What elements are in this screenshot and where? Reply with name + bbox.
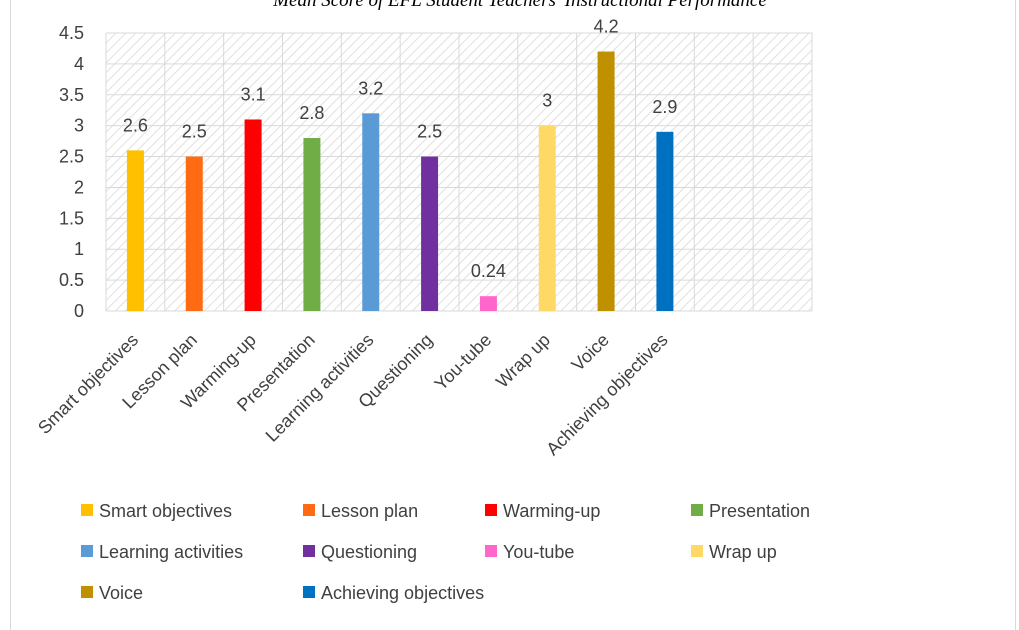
data-label: 2.8 [299,103,324,123]
legend-item: Lesson plan [303,501,418,521]
data-labels: 2.6 2.5 3.1 2.8 3.2 2.5 0.24 3 4.2 2.9 [123,17,678,282]
legend-swatch [485,504,497,516]
legend-swatch [81,545,93,557]
chart-frame [10,0,1016,630]
y-tick-label: 4.5 [59,23,84,43]
legend-label: Warming-up [503,501,600,521]
bar-lesson-plan [185,156,203,311]
x-tick-label: Smart objectives [34,330,142,438]
legend-item: Learning activities [81,542,243,562]
legend-label: Smart objectives [99,501,232,521]
data-label: 3 [542,91,552,111]
legend-label: You-tube [503,542,574,562]
y-tick-label: 0 [74,301,84,321]
x-tick-label: Wrap up [492,330,554,392]
data-label: 3.1 [241,84,266,104]
legend-swatch [81,504,93,516]
legend-item: Presentation [691,501,810,521]
bar-voice [597,51,615,312]
legend-swatch [303,545,315,557]
legend-item: Questioning [303,542,417,562]
bars [126,51,674,312]
y-tick-label: 3.5 [59,85,84,105]
legend-swatch [691,504,703,516]
bar-presentation [303,138,321,311]
x-tick-label: Learning activities [262,330,378,446]
legend-swatch [303,504,315,516]
legend-swatch [303,586,315,598]
y-axis-ticks: 0 0.5 1 1.5 2 2.5 3 3.5 4 4.5 [59,23,84,321]
data-label: 2.5 [182,122,207,142]
legend-item: Warming-up [485,501,600,521]
y-tick-label: 1 [74,239,84,259]
legend-label: Achieving objectives [321,583,484,603]
bar-achieving-objectives [656,131,674,311]
legend: Smart objectives Lesson plan Warming-up Pre… [81,501,810,603]
data-label: 2.6 [123,115,148,135]
x-tick-label: Voice [568,330,613,375]
y-tick-label: 4 [74,54,84,74]
gridlines [105,32,813,312]
bar-learning-activities [362,113,380,311]
data-label: 2.5 [417,122,442,142]
bar-questioning [421,156,439,311]
legend-label: Presentation [709,501,810,521]
bar-smart-objectives [126,150,144,311]
legend-item: Voice [81,583,143,603]
bar-wrap-up [538,125,556,312]
data-label: 3.2 [358,78,383,98]
chart-title: Mean Score of EFL Student Teachers' Inst… [272,0,767,11]
y-tick-label: 2.5 [59,147,84,167]
legend-label: Voice [99,583,143,603]
legend-swatch [81,586,93,598]
legend-item: You-tube [485,542,574,562]
y-tick-label: 2 [74,177,84,197]
y-tick-label: 0.5 [59,270,84,290]
legend-item: Smart objectives [81,501,232,521]
legend-label: Lesson plan [321,501,418,521]
legend-item: Wrap up [691,542,777,562]
legend-label: Questioning [321,542,417,562]
y-tick-label: 1.5 [59,208,84,228]
y-tick-label: 3 [74,116,84,136]
legend-swatch [691,545,703,557]
data-label: 4.2 [594,17,619,37]
legend-label: Wrap up [709,542,777,562]
legend-item: Achieving objectives [303,583,484,603]
legend-label: Learning activities [99,542,243,562]
bar-you-tube [479,296,497,311]
x-tick-label: You-tube [431,330,496,395]
bar-warming-up [244,119,262,311]
data-label: 0.24 [471,261,506,281]
data-label: 2.9 [652,97,677,117]
legend-swatch [485,545,497,557]
